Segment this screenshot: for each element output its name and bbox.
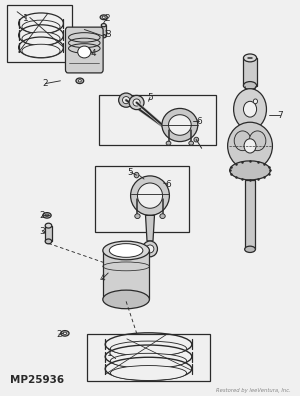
Text: 5: 5 [128, 168, 134, 177]
Ellipse shape [230, 161, 270, 180]
Text: 2: 2 [43, 79, 48, 88]
Text: 2: 2 [104, 14, 110, 23]
Ellipse shape [253, 99, 257, 104]
Ellipse shape [100, 15, 107, 20]
Ellipse shape [118, 93, 134, 107]
Ellipse shape [244, 82, 256, 89]
FancyBboxPatch shape [65, 27, 103, 73]
Ellipse shape [244, 101, 256, 117]
Ellipse shape [63, 332, 67, 335]
Ellipse shape [110, 353, 187, 368]
Bar [99, 95, 216, 145]
Text: 3: 3 [40, 227, 45, 236]
Bar [101, 25, 106, 36]
Ellipse shape [45, 223, 52, 228]
Text: 7: 7 [277, 110, 283, 120]
Ellipse shape [61, 331, 69, 336]
Ellipse shape [45, 214, 49, 217]
Ellipse shape [228, 122, 272, 169]
Ellipse shape [103, 290, 149, 309]
Bar [87, 334, 210, 381]
Bar [45, 226, 52, 242]
Ellipse shape [133, 99, 140, 106]
Ellipse shape [78, 46, 91, 58]
Ellipse shape [135, 214, 140, 219]
Ellipse shape [146, 245, 154, 253]
Ellipse shape [130, 176, 170, 215]
Ellipse shape [43, 213, 51, 218]
Ellipse shape [137, 183, 163, 208]
Text: 6: 6 [165, 180, 171, 188]
Ellipse shape [22, 20, 60, 33]
Bar [245, 180, 255, 249]
Bar [244, 58, 256, 86]
Text: Restored by leeVentura, Inc.: Restored by leeVentura, Inc. [216, 388, 290, 393]
Ellipse shape [101, 24, 106, 27]
Ellipse shape [110, 366, 187, 381]
Ellipse shape [244, 54, 256, 62]
Ellipse shape [22, 32, 60, 45]
Ellipse shape [245, 246, 255, 253]
Text: 4: 4 [91, 50, 96, 59]
Ellipse shape [189, 141, 194, 145]
Bar [103, 251, 149, 299]
Ellipse shape [45, 239, 52, 244]
Ellipse shape [162, 109, 198, 142]
Text: MP25936: MP25936 [10, 375, 64, 385]
Ellipse shape [134, 172, 139, 178]
Ellipse shape [166, 141, 171, 145]
Text: 1: 1 [23, 14, 29, 23]
Ellipse shape [122, 97, 130, 104]
Ellipse shape [160, 214, 165, 219]
Ellipse shape [101, 34, 106, 38]
Ellipse shape [169, 115, 191, 135]
Ellipse shape [129, 95, 144, 110]
Text: 6: 6 [196, 116, 202, 126]
Ellipse shape [103, 241, 149, 260]
Ellipse shape [102, 16, 105, 19]
Bar [95, 166, 189, 232]
Text: 1: 1 [107, 349, 112, 358]
Text: 3: 3 [105, 30, 111, 39]
Ellipse shape [78, 80, 81, 82]
Text: 2: 2 [56, 329, 62, 339]
Ellipse shape [109, 244, 143, 257]
Ellipse shape [22, 44, 60, 57]
Ellipse shape [234, 131, 251, 150]
Text: 4: 4 [99, 274, 105, 284]
Ellipse shape [110, 341, 187, 356]
Ellipse shape [244, 139, 256, 153]
Ellipse shape [142, 241, 158, 257]
Ellipse shape [194, 137, 199, 142]
Text: 2: 2 [40, 211, 45, 220]
Text: 5: 5 [147, 93, 153, 102]
Ellipse shape [249, 131, 266, 150]
Bar [7, 5, 72, 62]
Ellipse shape [76, 78, 84, 84]
Polygon shape [146, 215, 154, 241]
Ellipse shape [234, 89, 266, 130]
